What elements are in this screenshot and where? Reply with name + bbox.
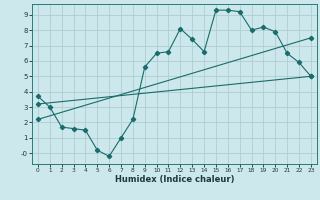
X-axis label: Humidex (Indice chaleur): Humidex (Indice chaleur) (115, 175, 234, 184)
